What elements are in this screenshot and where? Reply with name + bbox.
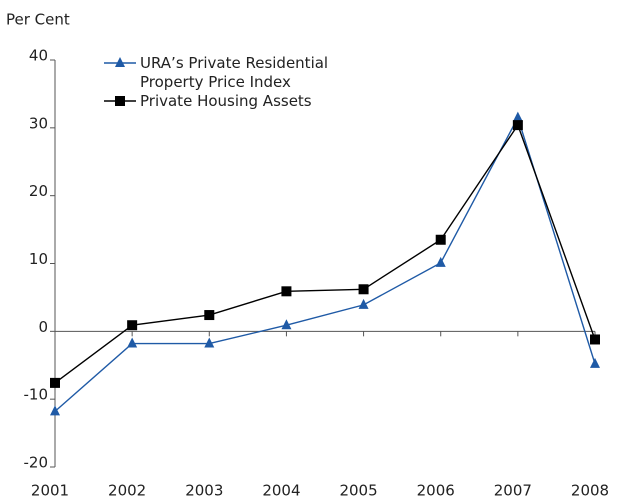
series-line [54, 123, 596, 384]
y-tick-label: 40 [29, 47, 48, 65]
y-axis-label: Per Cent [6, 11, 70, 29]
x-tick-label: 2002 [108, 482, 146, 500]
legend-marker [115, 96, 125, 106]
data-point [512, 120, 523, 131]
x-tick-label: 2004 [262, 482, 300, 500]
data-point [50, 377, 60, 388]
data-point [204, 310, 215, 321]
legend-label: Private Housing Assets [140, 92, 312, 110]
y-tick-label: 20 [29, 182, 48, 200]
x-tick-label: 2001 [31, 482, 69, 500]
y-tick-label: 30 [29, 114, 48, 132]
data-point [590, 357, 600, 368]
x-tick-label: 2008 [571, 482, 609, 500]
data-point [590, 334, 600, 345]
y-tick-label: 10 [29, 250, 48, 268]
data-point [127, 337, 138, 348]
data-point [358, 284, 369, 295]
data-point [358, 298, 369, 309]
data-point [50, 405, 60, 416]
data-point [127, 320, 138, 331]
y-tick-label: -20 [24, 454, 49, 472]
series-line [54, 115, 596, 412]
y-tick-label: 0 [38, 318, 48, 336]
x-tick-label: 2005 [339, 482, 377, 500]
data-point [435, 256, 446, 267]
data-point [204, 337, 215, 348]
x-tick-label: 2007 [494, 482, 532, 500]
data-point [281, 319, 292, 330]
x-tick-label: 2003 [185, 482, 223, 500]
data-point [512, 111, 523, 122]
data-point [435, 234, 446, 245]
legend-label: URA’s Private Residential Property Price… [140, 54, 329, 91]
x-tick-label: 2006 [417, 482, 455, 500]
y-tick-label: -10 [24, 386, 49, 404]
data-point [281, 286, 292, 297]
legend-marker [115, 57, 125, 67]
